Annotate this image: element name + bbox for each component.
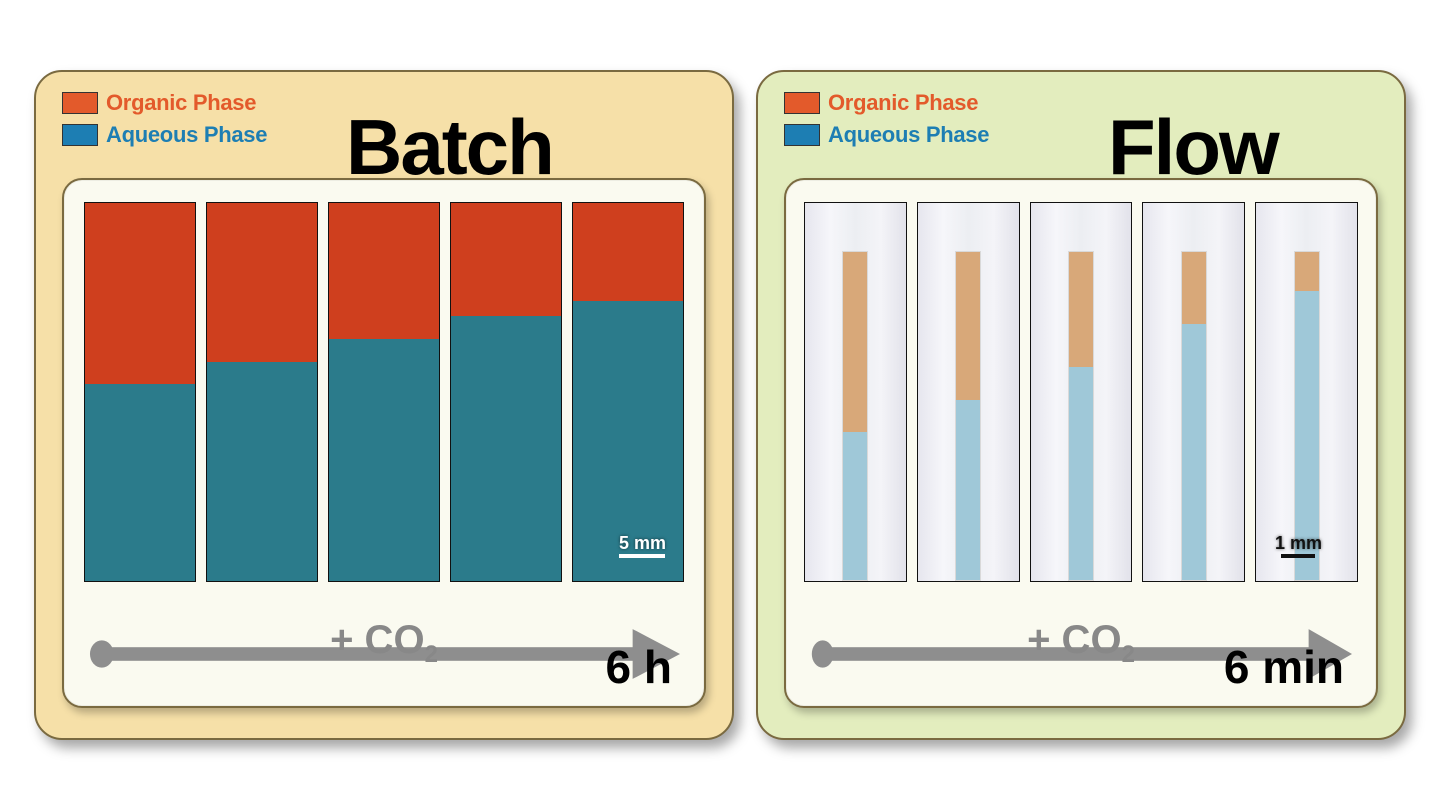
- batch-vial-4: [572, 202, 684, 582]
- batch-vials: [82, 202, 686, 592]
- aqueous-phase: [956, 400, 980, 580]
- organic-phase: [1182, 252, 1206, 324]
- legend-label-aqueous: Aqueous Phase: [106, 122, 267, 148]
- flow-scale-bar: [1281, 554, 1315, 558]
- flow-channel: [1181, 251, 1207, 581]
- batch-vial-0: [84, 202, 196, 582]
- aqueous-phase: [451, 316, 561, 581]
- flow-time: 6 min: [1224, 640, 1344, 694]
- flow-capillary-3: [1142, 202, 1245, 582]
- aqueous-phase: [1182, 324, 1206, 580]
- flow-arrow: + CO2 6 min: [810, 620, 1352, 688]
- aqueous-phase: [329, 339, 439, 581]
- aqueous-phase: [843, 432, 867, 580]
- batch-scale-label: 5 mm: [619, 533, 666, 554]
- organic-phase: [1069, 252, 1093, 367]
- flow-capillary-1: [917, 202, 1020, 582]
- legend-swatch-organic: [784, 92, 820, 114]
- flow-scalebar: 1 mm: [1275, 533, 1322, 558]
- batch-arrow: + CO2 6 h: [88, 620, 680, 688]
- batch-vial-1: [206, 202, 318, 582]
- organic-phase: [843, 252, 867, 432]
- flow-channel: [1068, 251, 1094, 581]
- legend-label-organic: Organic Phase: [106, 90, 256, 116]
- flow-inner: 1 mm + CO2 6 min: [784, 178, 1378, 708]
- flow-legend: Organic Phase Aqueous Phase: [784, 90, 989, 148]
- flow-co2: + CO2: [1027, 618, 1135, 669]
- organic-phase: [451, 203, 561, 316]
- flow-capillary-4: [1255, 202, 1358, 582]
- aqueous-phase: [207, 362, 317, 581]
- flow-channel: [842, 251, 868, 581]
- batch-time: 6 h: [606, 640, 672, 694]
- organic-phase: [956, 252, 980, 400]
- batch-inner: 5 mm + CO2 6 h: [62, 178, 706, 708]
- flow-channel: [1294, 251, 1320, 581]
- legend-swatch-aqueous: [784, 124, 820, 146]
- batch-co2: + CO2: [330, 618, 438, 669]
- aqueous-phase: [1069, 367, 1093, 580]
- batch-panel: Organic Phase Aqueous Phase Batch 5 mm +…: [34, 70, 734, 740]
- legend-label-organic: Organic Phase: [828, 90, 978, 116]
- organic-phase: [207, 203, 317, 362]
- flow-channel: [955, 251, 981, 581]
- flow-scale-label: 1 mm: [1275, 533, 1322, 554]
- organic-phase: [329, 203, 439, 339]
- batch-legend: Organic Phase Aqueous Phase: [62, 90, 267, 148]
- legend-swatch-organic: [62, 92, 98, 114]
- organic-phase: [1295, 252, 1319, 291]
- flow-capillary-2: [1030, 202, 1133, 582]
- organic-phase: [85, 203, 195, 384]
- batch-scalebar: 5 mm: [619, 533, 666, 558]
- legend-swatch-aqueous: [62, 124, 98, 146]
- batch-vial-2: [328, 202, 440, 582]
- legend-label-aqueous: Aqueous Phase: [828, 122, 989, 148]
- flow-panel: Organic Phase Aqueous Phase Flow 1 mm + …: [756, 70, 1406, 740]
- flow-capillary-0: [804, 202, 907, 582]
- batch-vial-3: [450, 202, 562, 582]
- aqueous-phase: [85, 384, 195, 581]
- organic-phase: [573, 203, 683, 301]
- batch-scale-bar: [619, 554, 665, 558]
